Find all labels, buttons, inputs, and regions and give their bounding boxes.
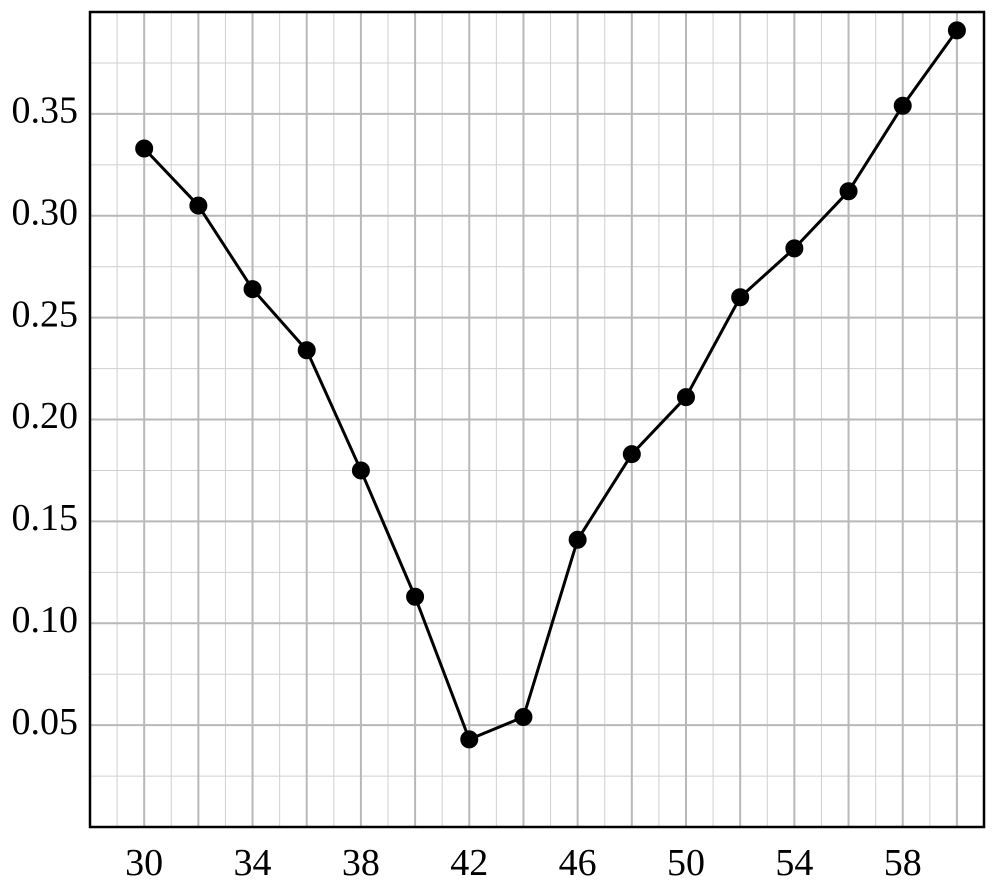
y-tick-label: 0.20: [12, 395, 79, 437]
data-marker: [136, 140, 153, 157]
data-marker: [948, 22, 965, 39]
data-marker: [569, 531, 586, 548]
data-marker: [678, 389, 695, 406]
x-tick-label: 42: [450, 842, 488, 884]
y-tick-label: 0.10: [12, 599, 79, 641]
data-marker: [461, 731, 478, 748]
data-marker: [190, 197, 207, 214]
data-marker: [623, 446, 640, 463]
x-tick-label: 30: [125, 842, 163, 884]
x-tick-label: 58: [884, 842, 922, 884]
data-marker: [298, 342, 315, 359]
x-tick-label: 38: [342, 842, 380, 884]
x-tick-label: 50: [667, 842, 705, 884]
data-marker: [244, 281, 261, 298]
x-tick-label: 34: [234, 842, 272, 884]
y-tick-label: 0.05: [12, 701, 79, 743]
data-marker: [352, 462, 369, 479]
data-marker: [732, 289, 749, 306]
y-tick-label: 0.15: [12, 497, 79, 539]
y-tick-label: 0.30: [12, 191, 79, 233]
line-chart: 0.05 0.10 0.15 0.20 0.25 0.30 0.35 30 34 38 42 46 50…: [0, 0, 1000, 894]
x-tick-label: 54: [775, 842, 813, 884]
data-marker: [407, 588, 424, 605]
data-marker: [840, 183, 857, 200]
data-marker: [894, 97, 911, 114]
data-marker: [515, 708, 532, 725]
chart-container: 0.05 0.10 0.15 0.20 0.25 0.30 0.35 30 34 38 42 46 50…: [0, 0, 1000, 894]
y-tick-label: 0.25: [12, 293, 79, 335]
y-tick-label: 0.35: [12, 90, 79, 132]
x-tick-label: 46: [559, 842, 597, 884]
data-marker: [786, 240, 803, 257]
